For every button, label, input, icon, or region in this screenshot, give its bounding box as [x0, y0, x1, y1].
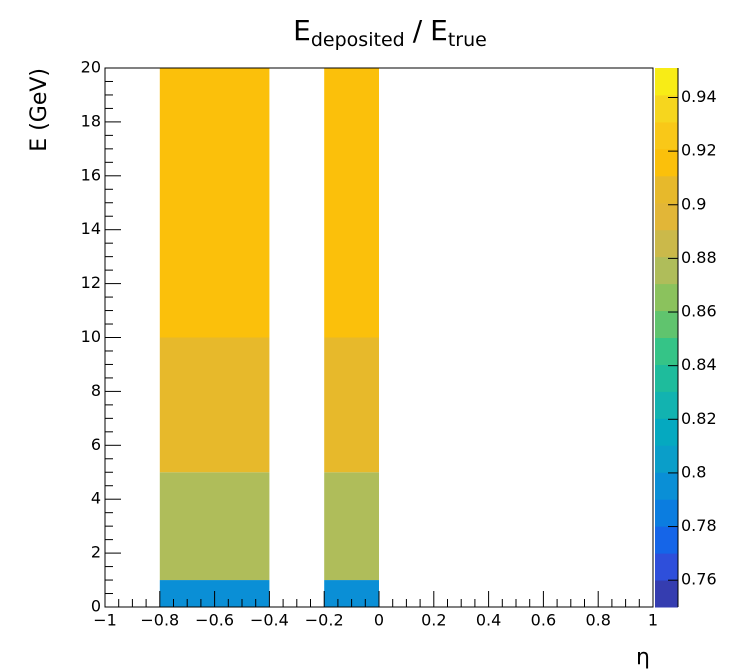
y-tick-label: 12 [81, 273, 101, 292]
title-part: / [413, 14, 423, 47]
palette-band [655, 175, 678, 204]
palette-band [655, 256, 678, 285]
palette-band [655, 445, 678, 473]
z-tick-label: 0.82 [681, 409, 717, 428]
palette-band [655, 418, 678, 446]
x-tick-label: −0.4 [250, 611, 289, 630]
palette-band [655, 499, 678, 527]
x-axis-label: η [636, 645, 650, 670]
z-tick-label: 0.76 [681, 570, 717, 589]
x-tick-label: −0.6 [195, 611, 234, 630]
z-tick-label: 0.78 [681, 516, 717, 535]
palette-band [655, 391, 678, 419]
palette-band [655, 526, 678, 554]
heatmap-cell [159, 337, 270, 473]
z-tick-label: 0.92 [681, 141, 717, 160]
y-tick-label: 10 [81, 327, 101, 346]
palette-band [655, 310, 678, 338]
title-subscript: true [448, 29, 487, 51]
x-tick-label: −0.8 [140, 611, 179, 630]
y-tick-label: 0 [91, 597, 101, 616]
y-tick-label: 6 [91, 435, 101, 454]
palette-band [655, 337, 678, 365]
title-subscript: deposited [311, 29, 405, 51]
palette-band [655, 94, 678, 123]
heatmap-cell [159, 472, 270, 581]
z-tick-label: 0.88 [681, 248, 717, 267]
z-tick-label: 0.9 [681, 194, 706, 213]
y-tick-label: 18 [81, 111, 101, 130]
x-tick-label: 0 [374, 611, 384, 630]
x-tick-label: 0.8 [585, 611, 610, 630]
title-part: E [293, 14, 311, 47]
palette-band [655, 283, 678, 312]
heatmap-cell [324, 68, 379, 338]
x-tick-label: −0.2 [305, 611, 344, 630]
palette-band [655, 472, 678, 500]
palette-band [655, 68, 678, 96]
z-tick-label: 0.94 [681, 87, 717, 106]
palette-band [655, 148, 678, 177]
x-tick-label: 0.2 [421, 611, 446, 630]
x-tick-label: 0.4 [476, 611, 501, 630]
title-part: E [430, 14, 448, 47]
palette-band [655, 580, 678, 608]
y-tick-label: 16 [81, 165, 101, 184]
x-tick-label: 1 [648, 611, 658, 630]
x-tick-label: 0.6 [531, 611, 556, 630]
heatmap-cell [159, 68, 270, 338]
palette-band [655, 553, 678, 581]
z-tick-label: 0.8 [681, 462, 706, 481]
y-tick-label: 20 [81, 58, 101, 77]
y-tick-label: 14 [81, 219, 101, 238]
y-tick-label: 2 [91, 543, 101, 562]
y-tick-label: 4 [91, 489, 101, 508]
palette-band [655, 364, 678, 392]
z-tick-label: 0.84 [681, 355, 717, 374]
z-tick-label: 0.86 [681, 302, 717, 321]
palette-band [655, 121, 678, 150]
y-axis-label: E (GeV) [27, 68, 52, 152]
y-tick-label: 8 [91, 381, 101, 400]
palette-band [655, 202, 678, 231]
heatmap-cell [324, 472, 379, 581]
palette-band [655, 229, 678, 258]
x-tick-label: −1 [93, 611, 117, 630]
heatmap-cell [324, 337, 379, 473]
chart-title: Edeposited / Etrue [293, 14, 487, 51]
